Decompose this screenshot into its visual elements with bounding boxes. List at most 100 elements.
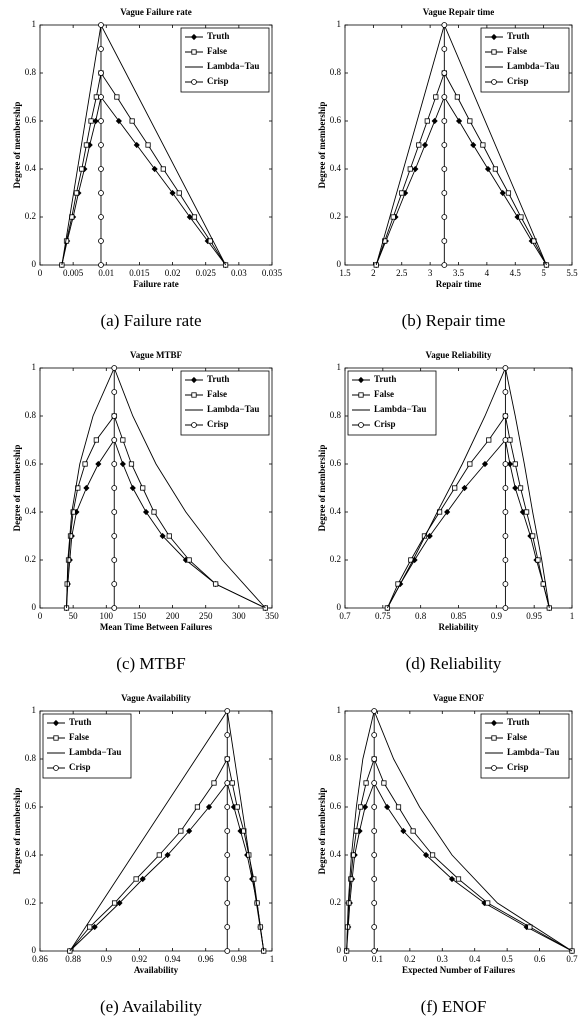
false-marker: [129, 118, 135, 124]
false-marker: [407, 166, 413, 172]
false-marker: [151, 509, 157, 515]
y-tick-label: 0: [337, 602, 342, 612]
false-marker: [67, 948, 73, 954]
false-marker: [357, 804, 364, 810]
y-tick-label: 0: [337, 259, 342, 269]
x-tick-label: 1: [270, 954, 275, 964]
chart-title: Vague Reliability: [426, 350, 492, 360]
series-line: [346, 781, 573, 952]
x-tick-label: 0.1: [372, 954, 383, 964]
crisp-marker: [491, 765, 497, 771]
caption: (a) Failure rate: [101, 311, 202, 330]
x-tick-label: 2: [371, 268, 376, 278]
x-tick-label: 0: [343, 954, 348, 964]
crisp-marker: [371, 732, 378, 738]
crisp-marker: [371, 852, 378, 858]
y-axis-label: Degree of membership: [317, 445, 327, 532]
y-tick-label: 0.2: [330, 554, 341, 564]
false-marker: [166, 533, 172, 539]
caption: (f) ENOF: [421, 997, 487, 1016]
truth-marker: [384, 803, 391, 811]
crisp-marker: [111, 485, 118, 491]
crisp-marker: [224, 876, 231, 882]
crisp-marker: [98, 46, 104, 52]
crisp-marker: [441, 166, 448, 172]
false-marker: [73, 190, 80, 196]
truth-marker: [484, 165, 492, 173]
crisp-marker: [98, 70, 104, 76]
crisp-marker: [441, 214, 448, 220]
false-marker: [410, 828, 416, 834]
false-marker: [251, 876, 257, 882]
crisp-marker: [111, 557, 118, 563]
y-tick-label: 0.8: [330, 753, 342, 763]
crisp-marker: [111, 389, 118, 395]
x-axis-label: Expected Number of Failures: [402, 965, 515, 975]
legend-label: Lambda−Tau: [207, 404, 259, 414]
false-marker: [363, 780, 369, 786]
false-marker: [156, 852, 162, 858]
false-marker: [191, 49, 197, 55]
x-tick-label: 0.7: [566, 954, 578, 964]
x-tick-label: 50: [69, 611, 79, 621]
legend-label: Crisp: [207, 419, 229, 429]
crisp-marker: [502, 365, 509, 371]
false-marker: [194, 804, 201, 810]
legend-label: Crisp: [507, 762, 529, 772]
crisp-marker: [502, 605, 509, 611]
false-marker: [424, 118, 430, 124]
false-marker: [530, 533, 536, 539]
y-axis-label: Degree of membership: [12, 788, 22, 875]
x-tick-label: 0.94: [165, 954, 181, 964]
false-marker: [79, 166, 85, 172]
false-marker: [82, 461, 88, 467]
false-marker: [70, 509, 76, 515]
chart-panel: Vague Repair time 1.5 2 2.5 3 3.5 4 4.5 5 5.5 0 0.2…: [317, 7, 578, 330]
false-marker: [350, 852, 356, 858]
crisp-marker: [371, 924, 378, 930]
false-marker: [480, 142, 486, 148]
false-marker: [524, 509, 530, 515]
caption: (d) Reliability: [406, 654, 502, 673]
false-marker: [505, 190, 512, 196]
truth-marker: [139, 875, 146, 883]
false-marker: [399, 190, 405, 196]
crisp-marker: [224, 948, 231, 954]
truth-marker: [119, 460, 126, 468]
false-marker: [93, 437, 99, 443]
y-tick-label: 0.4: [25, 506, 37, 516]
crisp-marker: [502, 533, 509, 539]
crisp-marker: [371, 828, 378, 834]
false-marker: [485, 900, 491, 906]
truth-marker: [412, 165, 419, 173]
y-tick-label: 0.6: [25, 458, 37, 468]
false-marker: [176, 190, 182, 196]
false-marker: [191, 214, 198, 220]
chart-title: Vague Availability: [121, 693, 191, 703]
y-tick-label: 0.4: [330, 506, 342, 516]
crisp-marker: [111, 437, 118, 443]
caption: (e) Availability: [100, 997, 203, 1016]
legend-label: False: [374, 389, 394, 399]
crisp-marker: [441, 142, 448, 148]
truth-marker: [115, 117, 122, 125]
legend-label: Truth: [207, 31, 229, 41]
legend-label: Truth: [207, 374, 229, 384]
crisp-marker: [358, 422, 364, 428]
truth-marker: [362, 803, 369, 811]
truth-marker: [159, 532, 166, 540]
x-tick-label: 150: [133, 611, 147, 621]
x-tick-label: 1.5: [339, 268, 351, 278]
false-marker: [527, 924, 533, 930]
false-marker: [191, 392, 197, 398]
false-marker: [492, 166, 498, 172]
y-tick-label: 0.8: [330, 410, 342, 420]
false-marker: [452, 485, 458, 491]
crisp-marker: [224, 732, 231, 738]
crisp-marker: [111, 605, 118, 611]
false-marker: [93, 94, 99, 100]
x-tick-label: 0: [38, 611, 43, 621]
truth-marker: [186, 827, 193, 835]
truth-marker: [142, 508, 150, 516]
y-tick-label: 1: [32, 362, 37, 372]
